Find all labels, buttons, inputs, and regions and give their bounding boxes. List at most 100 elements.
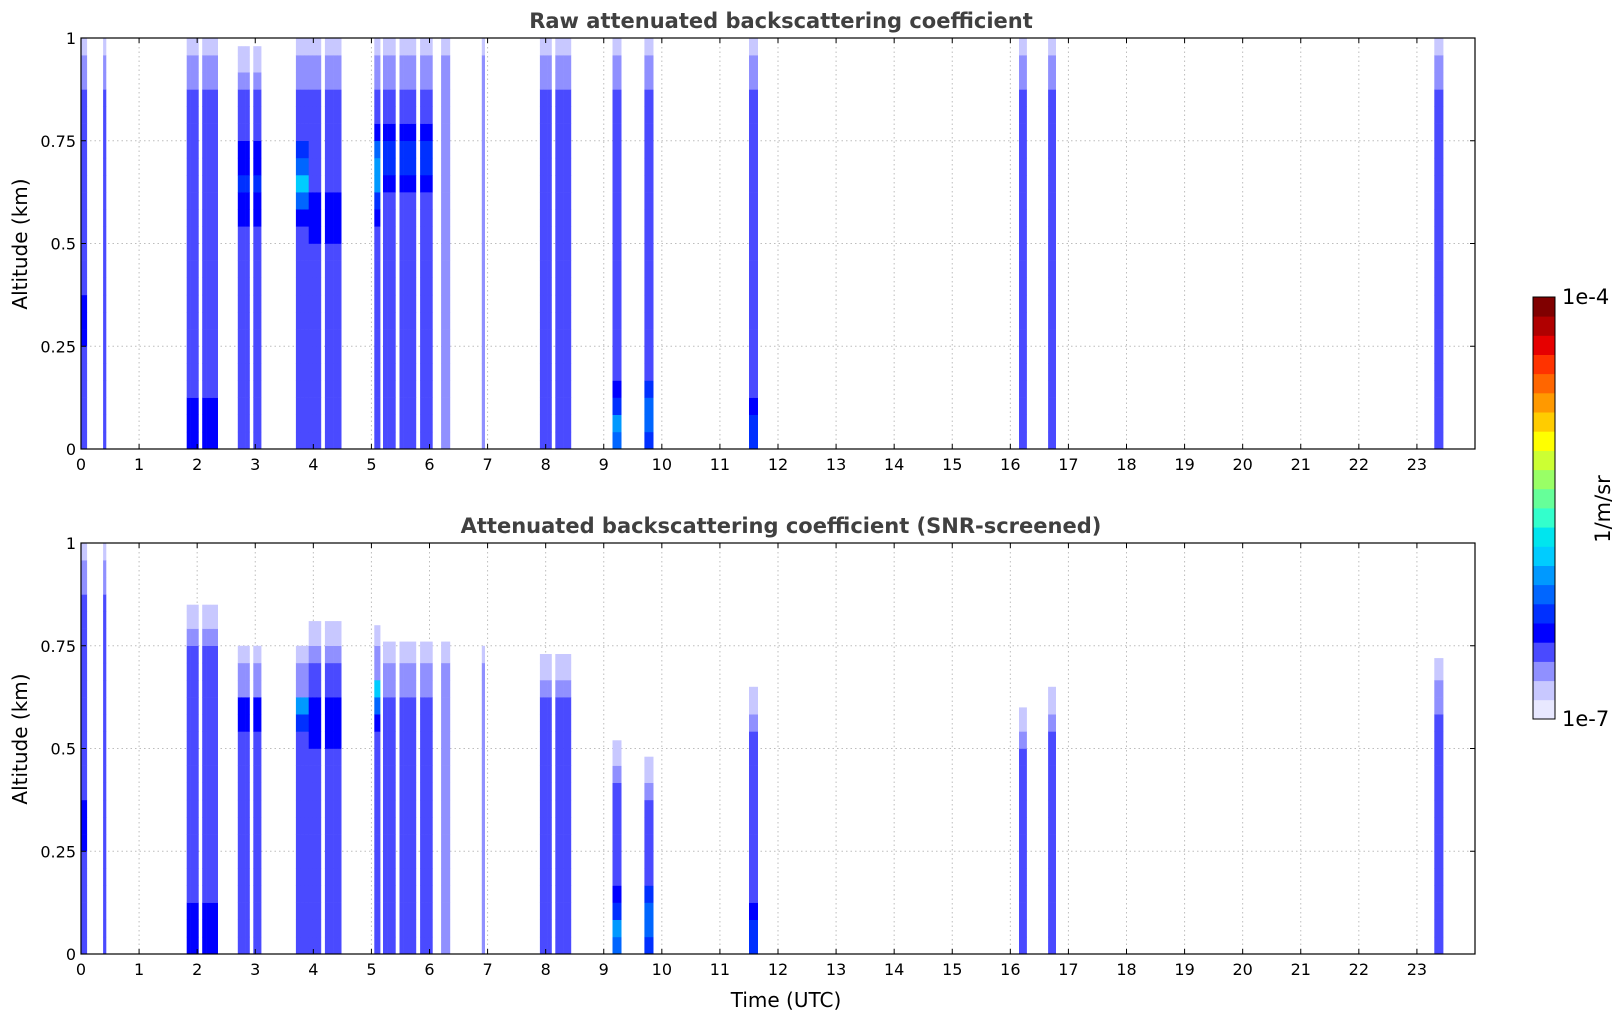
heatmap-cell — [257, 209, 262, 227]
heatmap-cell — [445, 346, 451, 364]
heatmap-cell — [441, 346, 446, 364]
heatmap-cell — [194, 680, 199, 698]
x-tick-label: 23 — [1407, 960, 1427, 979]
ticks: 0 1 2 3 4 5 6 7 8 9 10 11 12 13 14 15 16 17 18 19 20 21 22 2300… — [40, 534, 1475, 979]
heatmap-cell — [481, 680, 485, 698]
heatmap-cell — [539, 680, 545, 698]
heatmap-cell — [383, 697, 388, 715]
heatmap-cell — [441, 329, 446, 347]
heatmap-cell — [1434, 363, 1439, 381]
heatmap-cell — [304, 72, 309, 90]
heatmap-cell — [304, 799, 309, 818]
heatmap-cell — [316, 731, 322, 749]
heatmap-cell — [209, 885, 215, 903]
heatmap-cell — [1022, 714, 1027, 732]
heatmap-cell — [559, 902, 564, 920]
heatmap-cell — [209, 55, 215, 73]
heatmap-cell — [445, 363, 451, 381]
heatmap-cell — [245, 919, 250, 938]
heatmap-cell — [304, 902, 309, 920]
heatmap-cell — [563, 226, 568, 244]
heatmap-cell — [316, 89, 322, 107]
heatmap-cell — [555, 748, 560, 766]
heatmap-cell — [245, 157, 250, 176]
heatmap-cell — [316, 621, 322, 629]
heatmap-cell — [245, 748, 250, 766]
heatmap-cell — [337, 397, 342, 415]
heatmap-cell — [411, 868, 417, 886]
heatmap-cell — [194, 380, 199, 398]
heatmap-cell — [399, 919, 404, 938]
heatmap-cell — [559, 106, 564, 124]
x-tick-label: 2 — [192, 455, 202, 474]
heatmap-cell — [1438, 55, 1444, 73]
heatmap-cell — [612, 294, 618, 313]
heatmap-cell — [333, 89, 338, 107]
heatmap-cell — [555, 260, 560, 278]
heatmap-cell — [300, 123, 305, 141]
heatmap-cell — [186, 277, 191, 296]
heatmap-cell — [383, 243, 388, 261]
heatmap-cell — [428, 645, 433, 664]
heatmap-cell — [1048, 714, 1053, 732]
heatmap-cell — [403, 243, 408, 261]
heatmap-cell — [312, 55, 318, 73]
heatmap-cell — [206, 431, 211, 450]
heatmap-cell — [555, 380, 560, 398]
heatmap-cell — [1019, 834, 1024, 852]
heatmap-cell — [324, 209, 330, 227]
heatmap-cell — [559, 329, 564, 347]
heatmap-cell — [241, 226, 246, 244]
heatmap-cell — [559, 697, 564, 715]
heatmap-cell — [324, 765, 330, 783]
x-tick-label: 6 — [424, 455, 434, 474]
heatmap-cell — [424, 714, 429, 732]
heatmap-cell — [749, 919, 754, 938]
heatmap-cell — [383, 55, 388, 73]
heatmap-cell — [407, 431, 413, 450]
heatmap-cell — [103, 714, 107, 732]
heatmap-cell — [253, 817, 258, 835]
heatmap-cell — [304, 140, 309, 159]
heatmap-cell — [329, 697, 334, 715]
heatmap-cell — [539, 72, 545, 90]
heatmap-cell — [337, 628, 342, 646]
heatmap-cell — [245, 834, 250, 852]
panel-raw: Raw attenuated backscattering coefficien… — [8, 9, 1476, 474]
heatmap-cell — [567, 902, 572, 920]
heatmap-cell — [616, 346, 622, 364]
heatmap-cell — [543, 175, 548, 193]
heatmap-cell — [253, 72, 258, 90]
heatmap-cell — [103, 680, 107, 698]
heatmap-cell — [567, 363, 572, 381]
heatmap-cell — [329, 226, 334, 244]
heatmap-cell — [257, 329, 262, 347]
heatmap-cell — [333, 363, 338, 381]
heatmap-cell — [481, 192, 485, 210]
heatmap-cell — [543, 851, 548, 869]
heatmap-cell — [445, 782, 451, 801]
heatmap-cell — [194, 329, 199, 347]
heatmap-cell — [316, 123, 322, 141]
heatmap-cell — [547, 654, 552, 664]
heatmap-cell — [103, 414, 107, 433]
heatmap-cell — [1051, 140, 1056, 159]
heatmap-cell — [245, 782, 250, 801]
heatmap-cell — [81, 817, 88, 835]
heatmap-cell — [648, 346, 654, 364]
heatmap-cell — [304, 363, 309, 381]
heatmap-cell — [333, 226, 338, 244]
heatmap-cell — [245, 46, 250, 56]
y-tick-label: 0.5 — [51, 235, 76, 254]
heatmap-cell — [316, 714, 322, 732]
heatmap-cell — [749, 277, 754, 296]
heatmap-cell — [1434, 346, 1439, 364]
heatmap-cell — [304, 414, 309, 433]
heatmap-cell — [329, 868, 334, 886]
heatmap-cell — [304, 329, 309, 347]
heatmap-cell — [387, 209, 392, 227]
heatmap-cell — [403, 123, 408, 141]
heatmap-cell — [1051, 834, 1056, 852]
heatmap-cell — [103, 765, 107, 783]
heatmap-cell — [337, 277, 342, 296]
